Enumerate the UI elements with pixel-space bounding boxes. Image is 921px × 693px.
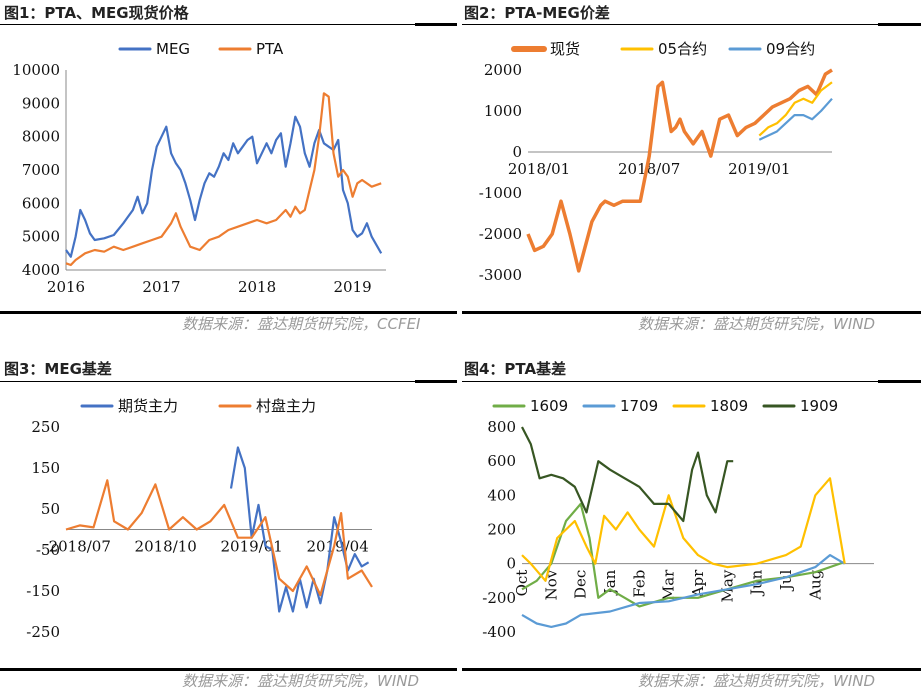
fig4-x-tick-label: Jan [601, 569, 619, 596]
fig4-x-tick-label: Jul [777, 569, 795, 592]
fig3-x-tick-label: 2018/07 [49, 538, 111, 556]
fig3-legend-label: 期货主力 [118, 397, 178, 415]
fig3-source: 数据来源：盛达期货研究院，WIND [182, 672, 420, 690]
fig4-x-tick-label: Apr [689, 569, 707, 598]
fig3-bottom-rule [0, 668, 457, 671]
fig2-y-tick-label: 0 [512, 143, 522, 161]
fig4-x-tick-label: May [718, 569, 736, 602]
fig1-y-tick-label: 4000 [22, 261, 60, 279]
fig2-chart: -3000 -2000 -1000 0 1000 2000 2018/01 2018/07 20… [479, 40, 833, 284]
fig3-title-rule [0, 381, 457, 382]
fig4-series-1909 [521, 426, 734, 523]
fig3-series-村盘主力 [65, 479, 373, 597]
fig2-series-09合约 [758, 97, 833, 141]
fig4-x-tick-label: Oct [513, 570, 531, 597]
fig2-title: 图2：PTA-MEG价差 [464, 4, 610, 22]
fig1-y-tick-label: 9000 [22, 94, 60, 112]
fig1-bottom-rule [0, 311, 457, 314]
fig4-legend-label: 1909 [800, 397, 838, 415]
fig4-legend-label: 1709 [620, 397, 658, 415]
fig2-series-现货 [526, 68, 833, 273]
fig4-title: 图4：PTA基差 [464, 360, 567, 378]
fig3-y-tick-label: -50 [36, 541, 60, 559]
fig4-source: 数据来源：盛达期货研究院，WIND [638, 672, 876, 690]
fig3-y-tick-label: -250 [26, 623, 60, 641]
fig4-chart: -400 -200 0 200 400 600 800 Oct Nov Dec Jan Feb Mar A… [482, 397, 874, 641]
fig1-title: 图1：PTA、MEG现货价格 [4, 4, 189, 22]
fig2-legend-label: 现货 [550, 40, 580, 58]
fig4-series-1809 [521, 477, 846, 582]
fig4-y-tick-label: 800 [487, 418, 516, 436]
fig3-x-tick-label: 2019/01 [220, 538, 282, 556]
fig4-y-tick-label: 400 [487, 486, 516, 504]
fig3-y-tick-label: 150 [31, 459, 60, 477]
fig1-x-tick-label: 2019 [333, 278, 371, 296]
fig4-x-tick-label: Dec [572, 570, 590, 599]
fig4-y-tick-label: 600 [487, 452, 516, 470]
fig1-title-rule [0, 24, 457, 25]
fig3-x-tick-label: 2019/04 [306, 538, 368, 556]
fig1-x-tick-label: 2016 [47, 278, 85, 296]
fig1-y-tick-label: 7000 [22, 161, 60, 179]
fig2-y-tick-label: -3000 [479, 266, 522, 284]
fig1-source: 数据来源：盛达期货研究院，CCFEI [182, 315, 421, 333]
fig3-legend-label: 村盘主力 [256, 397, 316, 415]
fig4-x-tick-label: Feb [630, 570, 648, 598]
fig3-title-rule-thick [415, 380, 457, 383]
fig1-y-tick-label: 8000 [22, 128, 60, 146]
fig4-title-rule-thick [878, 380, 921, 383]
fig2-x-tick-label: 2019/01 [728, 160, 790, 178]
fig4-y-tick-label: 200 [487, 521, 516, 539]
fig4-bottom-rule [462, 668, 921, 671]
fig2-source: 数据来源：盛达期货研究院，WIND [638, 315, 876, 333]
fig4-y-tick-label: 0 [506, 555, 516, 573]
fig3-x-tick-label: 2018/10 [135, 538, 197, 556]
fig2-x-tick-label: 2018/01 [508, 160, 570, 178]
fig1-legend-label: MEG [156, 40, 190, 58]
fig4-x-tick-label: Mar [660, 569, 678, 601]
fig2-x-tick-label: 2018/07 [618, 160, 680, 178]
fig3-y-tick-label: 50 [41, 500, 60, 518]
fig2-y-tick-label: 2000 [484, 61, 522, 79]
fig2-y-tick-label: -1000 [479, 184, 522, 202]
fig3-y-tick-label: 250 [31, 418, 60, 436]
fig1-y-tick-label: 10000 [12, 61, 60, 79]
fig4-y-tick-label: -200 [482, 589, 516, 607]
fig1-x-tick-label: 2017 [142, 278, 180, 296]
fig2-title-rule [462, 24, 921, 25]
fig3-y-tick-label: -150 [26, 582, 60, 600]
fig1-title-rule-thick [415, 23, 457, 26]
fig2-y-tick-label: -2000 [479, 225, 522, 243]
fig2-title-rule-thick [878, 23, 921, 26]
fig4-x-tick-label: Nov [542, 569, 560, 600]
fig2-series-05合约 [758, 81, 833, 137]
fig1-y-tick-label: 5000 [22, 228, 60, 246]
fig3-chart: -250 -150 -50 50 150 250 2018/07 2018/10 2019/01… [26, 397, 373, 641]
fig1-chart: 4000 5000 6000 7000 8000 9000 10000 2016 2017 201… [12, 40, 386, 296]
fig2-legend-label: 05合约 [658, 40, 707, 58]
fig4-title-rule [462, 381, 921, 382]
fig1-y-tick-label: 6000 [22, 194, 60, 212]
fig4-series-1709 [521, 554, 846, 628]
fig2-y-tick-label: 1000 [484, 102, 522, 120]
fig4-legend-label: 1809 [710, 397, 748, 415]
fig4-legend-label: 1609 [530, 397, 568, 415]
fig1-legend-label: PTA [256, 40, 284, 58]
fig2-legend-label: 09合约 [766, 40, 815, 58]
fig1-series-MEG [65, 115, 383, 258]
fig1-x-tick-label: 2018 [238, 278, 276, 296]
fig2-bottom-rule [462, 311, 921, 314]
fig1-series-PTA [65, 92, 382, 267]
fig4-x-tick-label: Aug [806, 569, 824, 600]
fig4-y-tick-label: -400 [482, 623, 516, 641]
fig3-title: 图3：MEG基差 [4, 360, 112, 378]
